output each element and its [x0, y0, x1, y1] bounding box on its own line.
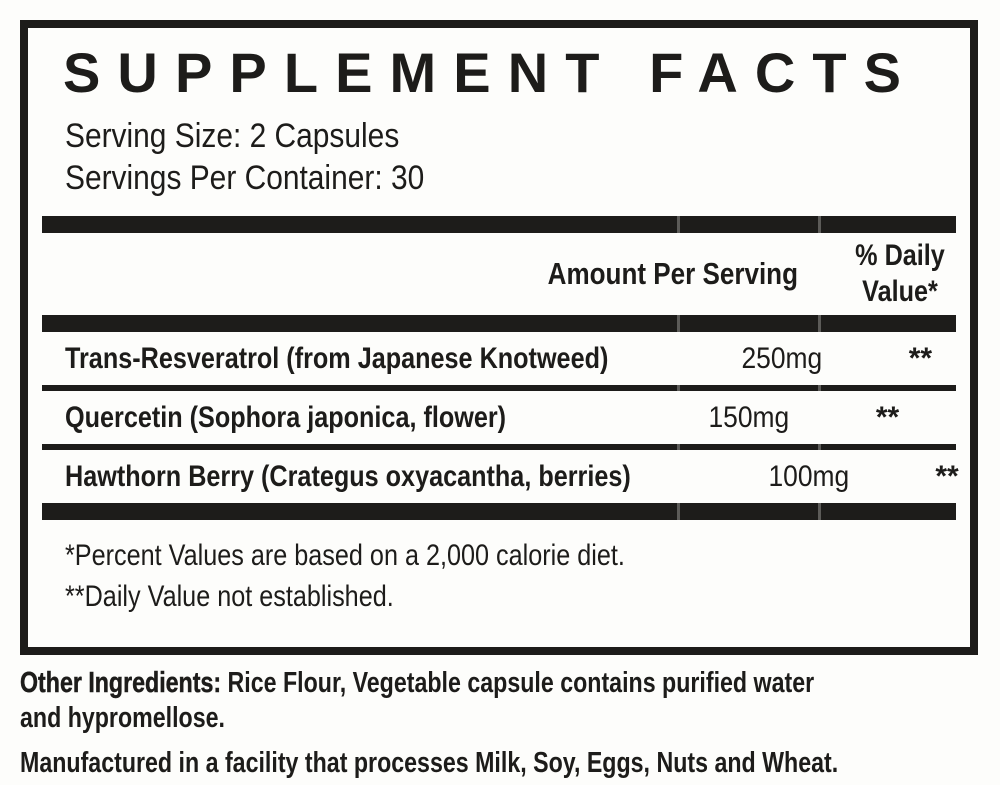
servings-per-container-text: Servings Per Container: 30: [65, 158, 425, 197]
other-ingredients-paragraph: Other Ingredients: Rice Flour, Vegetable…: [20, 666, 995, 737]
row-separator: [42, 385, 956, 392]
serving-info: Serving Size: 2 Capsules Servings Per Co…: [65, 115, 956, 199]
ingredient-daily-value: **: [908, 341, 933, 375]
divider-bar-bottom: [42, 503, 956, 521]
supplement-facts-panel: SUPPLEMENT FACTS Serving Size: 2 Capsule…: [20, 20, 978, 655]
column-divider-notch: [677, 216, 680, 234]
other-ingredients-text-line1: Rice Flour, Vegetable capsule contains p…: [227, 667, 815, 699]
footnote-percent-values: *Percent Values are based on a 2,000 cal…: [65, 539, 625, 573]
column-divider-notch: [818, 385, 821, 392]
serving-size-text: Serving Size: 2 Capsules: [65, 116, 400, 155]
ingredient-amount: 100mg: [768, 459, 849, 493]
column-divider-notch: [818, 503, 821, 521]
ingredient-daily-value: **: [935, 459, 959, 493]
table-row: Quercetin (Sophora japonica, flower) 150…: [42, 391, 956, 444]
allergen-statement: Manufactured in a facility that processe…: [20, 746, 839, 779]
ingredient-name: Hawthorn Berry (Crategus oxyacantha, ber…: [65, 459, 631, 493]
ingredient-daily-value: **: [875, 400, 900, 434]
daily-value-header: % Daily Value*: [855, 239, 945, 309]
footnote-daily-value: **Daily Value not established.: [65, 580, 394, 614]
table-header-row: Amount Per Serving % Daily Value*: [42, 233, 956, 315]
ingredient-amount: 250mg: [741, 341, 823, 375]
serving-size-line: Serving Size: 2 Capsules: [65, 115, 956, 157]
column-divider-notch: [818, 216, 821, 234]
column-divider-notch: [818, 315, 821, 333]
row-separator: [42, 444, 956, 451]
ingredient-name: Trans-Resveratrol (from Japanese Knotwee…: [65, 341, 609, 375]
column-divider-notch: [818, 444, 821, 451]
other-ingredients-label: Other Ingredients:: [20, 667, 222, 700]
column-divider-notch: [677, 385, 680, 392]
table-row: Hawthorn Berry (Crategus oxyacantha, ber…: [42, 450, 959, 503]
table-row: Trans-Resveratrol (from Japanese Knotwee…: [42, 332, 956, 385]
other-ingredients-text-line2: and hypromellose.: [20, 702, 225, 735]
servings-per-container-line: Servings Per Container: 30: [65, 157, 956, 199]
panel-title: SUPPLEMENT FACTS: [63, 41, 919, 104]
bottom-statements: Other Ingredients: Rice Flour, Vegetable…: [20, 666, 995, 781]
column-divider-notch: [677, 503, 680, 521]
column-divider-notch: [677, 444, 680, 451]
footnotes: *Percent Values are based on a 2,000 cal…: [65, 535, 956, 618]
ingredient-name: Quercetin (Sophora japonica, flower): [65, 400, 507, 434]
amount-per-serving-header: Amount Per Serving: [547, 256, 798, 292]
ingredient-amount: 150mg: [708, 400, 790, 434]
column-divider-notch: [677, 315, 680, 333]
divider-bar-top: [42, 216, 956, 234]
divider-bar-header: [42, 315, 956, 333]
